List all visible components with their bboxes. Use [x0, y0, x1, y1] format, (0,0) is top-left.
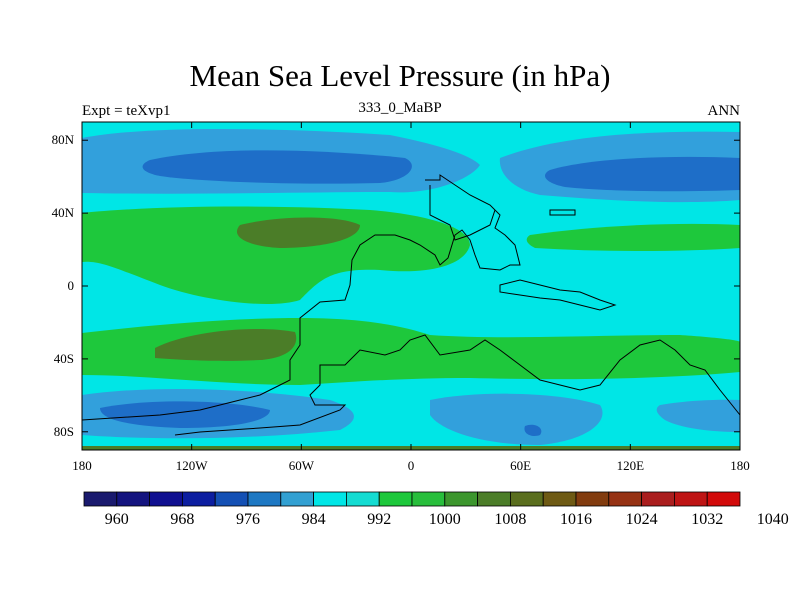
map-title: Mean Sea Level Pressure (in hPa) [189, 58, 611, 93]
south-deep-low [100, 401, 270, 428]
colorbar-swatch [378, 491, 413, 507]
pressure-field [82, 122, 740, 450]
north-very-high [236, 217, 360, 248]
lat-tick-label: 80N [51, 132, 74, 148]
colorbar-swatch [149, 491, 183, 507]
north-deep-low [142, 150, 412, 184]
colorbar-swatch [313, 491, 347, 507]
north-deep-low-east [545, 156, 740, 192]
time-label: 333_0_MaBP [358, 100, 442, 116]
lon-tick-label: 60W [288, 458, 314, 473]
north-high-band-east [526, 223, 740, 251]
colorbar-swatch [280, 491, 314, 507]
colorbar-label: 1024 [625, 511, 658, 528]
lat-tick-label: 40S [53, 350, 74, 366]
colorbar-label: 992 [367, 511, 392, 528]
colorbar-swatch [444, 491, 478, 507]
lat-tick-label: 0 [67, 278, 75, 293]
colorbar-swatch [542, 491, 577, 507]
colorbar-swatch [214, 491, 249, 507]
colorbar-swatch [83, 491, 118, 507]
colorbar-swatch [575, 491, 610, 507]
colorbar [83, 491, 741, 507]
colorbar-label: 1032 [691, 511, 724, 528]
colorbar-label: 1040 [756, 511, 789, 528]
colorbar-label: 984 [301, 511, 326, 528]
colorbar-swatch [345, 491, 380, 507]
colorbar-swatch [247, 491, 282, 507]
south-deep-low-east [524, 424, 542, 436]
colorbar-swatch [509, 491, 544, 507]
lon-tick-label: 120W [175, 458, 208, 473]
colorbar-label: 976 [236, 511, 260, 528]
lon-tick-label: 120E [616, 458, 645, 473]
coastline-southern [174, 334, 740, 436]
colorbar-swatch [477, 491, 511, 507]
lon-tick-label: 180 [730, 458, 750, 473]
colorbar-swatch [674, 491, 708, 507]
coastline-small-landmass [549, 209, 576, 216]
colorbar-swatch [116, 491, 151, 507]
colorbar-swatch [608, 491, 642, 507]
colorbar-label: 1016 [560, 511, 592, 528]
colorbar-swatch [181, 491, 216, 507]
south-low-region-east [430, 393, 603, 445]
season-label: ANN [707, 103, 741, 119]
coastline-east-asia [429, 185, 496, 241]
coastline-africa-eurasia [82, 174, 521, 421]
latitude-ticks [82, 139, 740, 433]
colorbar-swatch [706, 491, 741, 507]
colorbar-label: 1000 [428, 511, 461, 528]
colorbar-swatch [411, 491, 446, 507]
colorbar-swatch [641, 491, 675, 507]
coastline-india-asia [499, 279, 617, 311]
north-high-band [82, 206, 470, 305]
south-very-high [155, 328, 297, 361]
colorbar-label: 968 [170, 511, 195, 528]
lon-tick-label: 0 [407, 458, 415, 473]
colorbar-label: 960 [104, 511, 129, 528]
south-low-region-far-east [656, 399, 740, 432]
colorbar-label: 1008 [494, 511, 527, 528]
lat-tick-label: 40N [51, 205, 74, 221]
lat-tick-label: 80S [53, 423, 74, 439]
lon-tick-label: 60E [510, 458, 532, 473]
coastlines [82, 174, 740, 436]
lon-tick-label: 180 [72, 458, 92, 473]
experiment-label: Expt = teXvp1 [82, 103, 171, 119]
longitude-ticks [81, 122, 741, 450]
